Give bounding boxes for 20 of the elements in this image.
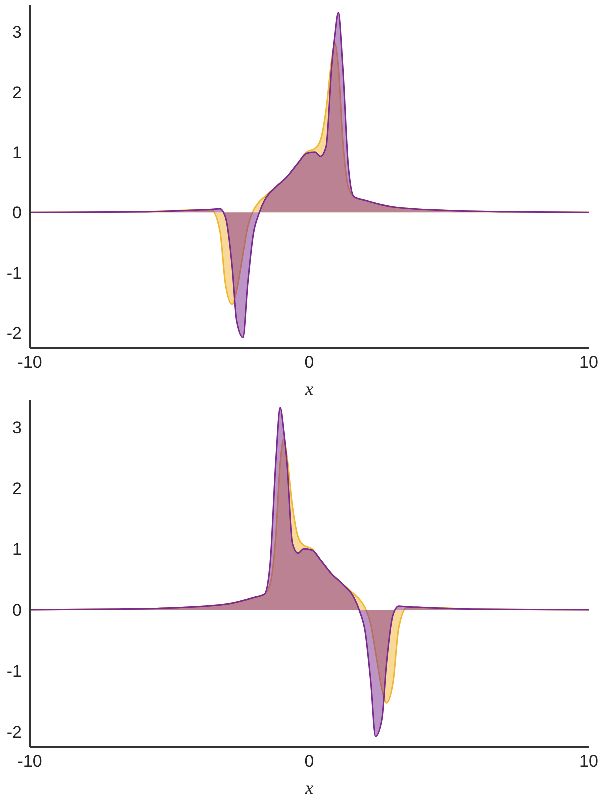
y-tick-label: -1 (6, 662, 22, 681)
y-tick-label: 2 (12, 83, 22, 102)
y-tick-label: 0 (12, 601, 22, 620)
x-tick-label: 10 (580, 353, 598, 372)
y-tick-label: 3 (12, 23, 22, 42)
x-tick-label: 0 (304, 353, 314, 372)
x-axis-title: x (304, 379, 314, 399)
x-tick-label: -10 (18, 353, 42, 372)
y-tick-label: -1 (6, 264, 22, 283)
y-tick-label: 2 (12, 479, 22, 498)
x-tick-label: 0 (304, 752, 314, 772)
x-tick-label: -10 (18, 752, 42, 772)
y-tick-label: 0 (12, 204, 22, 223)
y-tick-label: -2 (6, 324, 22, 343)
x-axis-title: x (304, 778, 314, 794)
x-tick-label: 10 (580, 752, 598, 772)
y-tick-label: 1 (12, 143, 22, 162)
y-tick-label: 1 (12, 540, 22, 560)
y-tick-label: -2 (6, 722, 22, 742)
y-tick-label: 3 (12, 418, 22, 438)
